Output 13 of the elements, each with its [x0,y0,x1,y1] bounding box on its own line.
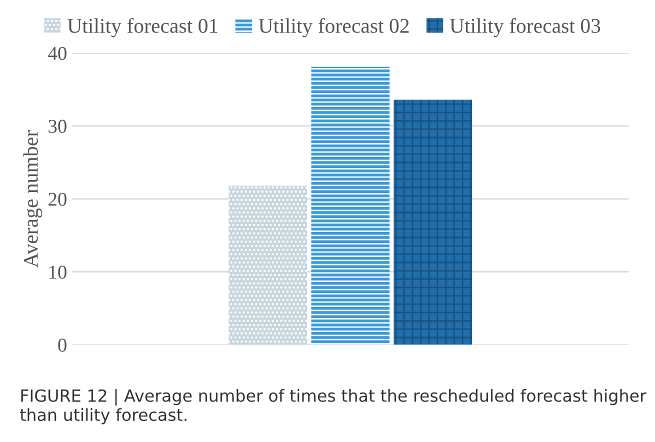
legend-label: Utility forecast 02 [258,18,409,38]
caption: FIGURE 12 | Average number of times that the rescheduled forecast higher than utility forecast. [20,388,646,424]
bar [394,100,472,345]
y-tick-label: 30 [48,120,66,133]
bar [228,186,308,345]
y-tick-label: 40 [48,46,66,60]
y-tick-label: 0 [58,338,66,352]
bar [311,66,390,345]
legend-label: Utility forecast 03 [450,18,600,38]
legend-label: Utility forecast 01 [68,18,218,38]
y-axis-title: Average number [23,130,42,268]
y-tick-label: 10 [49,266,66,279]
y-tick-label: 20 [48,192,66,206]
